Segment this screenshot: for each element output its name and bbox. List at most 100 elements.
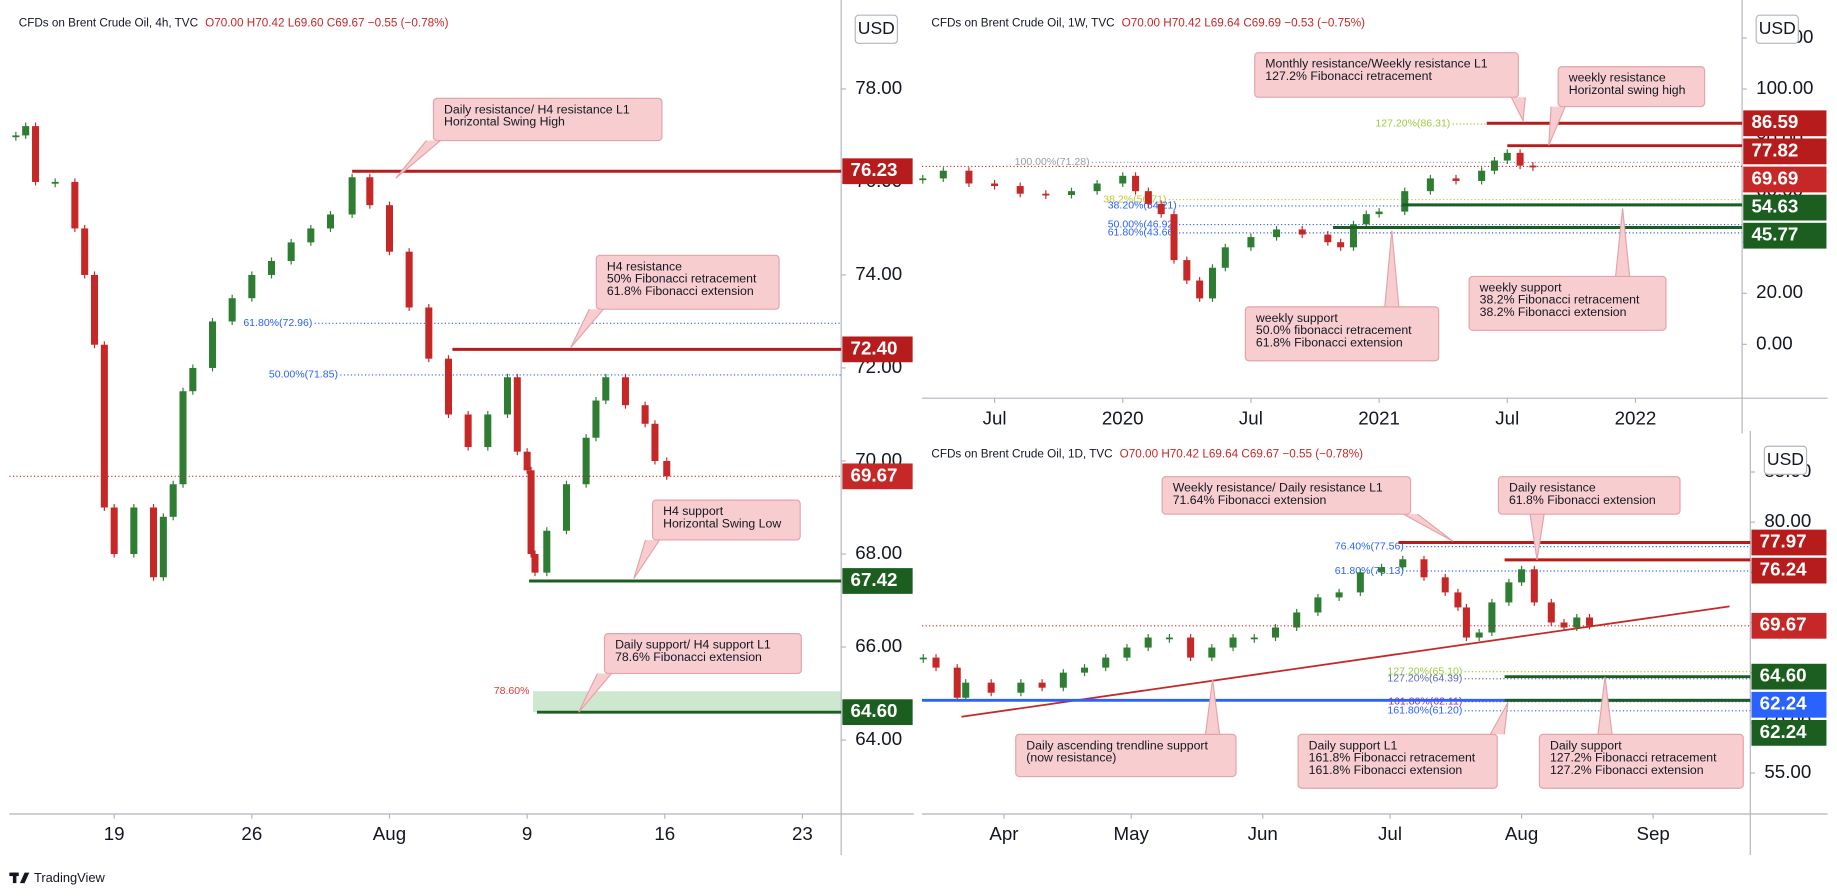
y-tick-label: 64.00 [855, 728, 902, 749]
callout-pointer [1510, 96, 1526, 123]
candle [208, 321, 217, 368]
candle [592, 400, 600, 438]
unit: USD [858, 18, 895, 38]
candle [939, 170, 947, 179]
candle [464, 414, 472, 448]
candle [1503, 152, 1511, 161]
candle [919, 178, 927, 181]
level-tag [1751, 612, 1827, 639]
candle [366, 177, 374, 206]
callout [651, 499, 801, 541]
candle [1399, 559, 1407, 568]
callout-text: 127.2% Fibonacci retracement [1265, 69, 1432, 83]
callout-text: Daily resistance [1509, 481, 1596, 495]
fib-label: 76.40%(77.56) [1335, 540, 1404, 552]
candle [1208, 267, 1216, 299]
candle [503, 377, 511, 415]
callout-text: 50.0% fibonacci retracement [1256, 323, 1412, 337]
callout-pointer [633, 539, 661, 579]
callout-text: 127.2% Fibonacci extension [1550, 763, 1704, 777]
x-tick-label: 2021 [1358, 407, 1400, 428]
candle [228, 298, 236, 322]
candle [582, 437, 590, 485]
candle [1273, 229, 1281, 238]
x-tick-label: 23 [792, 823, 813, 844]
candle [1560, 622, 1568, 628]
unit-box [854, 14, 898, 44]
candle [1441, 577, 1449, 593]
candle [1505, 582, 1513, 603]
candle [348, 177, 356, 215]
candle [51, 181, 59, 184]
unit-box [1755, 14, 1799, 44]
candle [444, 358, 452, 415]
level-tag [842, 699, 913, 726]
candle [1362, 214, 1370, 225]
level-tag [842, 336, 913, 363]
callout-pointer [1204, 679, 1221, 735]
x-tick-label: Jul [983, 407, 1007, 428]
level-label: 86.59 [1751, 111, 1798, 132]
candle [602, 377, 610, 401]
candle [1573, 617, 1581, 628]
callout-text: 71.64% Fibonacci extension [1173, 493, 1327, 507]
candle [1271, 627, 1279, 638]
callout [1497, 476, 1681, 515]
level-label: 62.24 [1760, 721, 1807, 742]
callout-text: (now resistance) [1026, 751, 1116, 765]
candle [1170, 214, 1178, 261]
candle [1478, 170, 1486, 181]
candle [1123, 647, 1131, 658]
y-tick-label: 0.00 [1756, 332, 1792, 353]
ohlc: O70.00 H70.42 L69.64 C69.69 −0.53 (−0.75… [1122, 17, 1365, 30]
level-tag [842, 568, 913, 594]
candle [1221, 247, 1229, 268]
candle [1401, 191, 1409, 212]
level-tag [1743, 110, 1827, 137]
callout-text: 38.2% Fibonacci extension [1480, 305, 1627, 319]
callout-text: weekly support [1479, 280, 1563, 294]
candle [1038, 682, 1046, 688]
callout [603, 633, 802, 675]
level-tag [1751, 719, 1827, 746]
brand: TradingView [34, 870, 106, 885]
candle [307, 228, 315, 243]
callout-text: H4 resistance [607, 259, 682, 273]
fib-label: 161.80%(61.20) [1387, 705, 1462, 717]
candle [130, 507, 138, 555]
callout-text: 61.8% Fibonacci extension [1256, 335, 1403, 349]
candle [1335, 592, 1343, 598]
callout-text: Daily ascending trendline support [1026, 738, 1208, 752]
candle [1530, 569, 1538, 603]
level-label: 67.42 [851, 569, 898, 590]
callout-text: weekly support [1255, 311, 1339, 325]
callout [1015, 733, 1237, 778]
chart-title: CFDs on Brent Crude Oil, 4h, TVC [19, 17, 198, 30]
level-label: 69.67 [1760, 614, 1807, 635]
candle [991, 183, 999, 187]
candle [189, 367, 197, 392]
level-label: 72.40 [851, 337, 898, 358]
callout-text: 38.2% Fibonacci retracement [1480, 293, 1640, 307]
callout-text: Horizontal Swing High [444, 115, 565, 129]
callout-text: weekly resistance [1568, 71, 1666, 85]
ohlc: O70.00 H70.42 L69.64 C69.67 −0.55 (−0.78… [1120, 448, 1363, 461]
candle [100, 344, 108, 508]
ohlc: O70.00 H70.42 L69.60 C69.67 −0.55 (−0.78… [205, 17, 448, 30]
candle [531, 554, 539, 573]
candle [641, 405, 649, 424]
level-tag [842, 158, 913, 185]
callout-pointer [578, 673, 612, 713]
x-tick-label: May [1114, 823, 1150, 844]
candle [159, 516, 167, 578]
chart-title: CFDs on Brent Crude Oil, 1D, TVC [931, 448, 1112, 461]
callout [1538, 733, 1744, 789]
callout [432, 97, 663, 142]
candle [965, 170, 973, 184]
y-tick-label: 66.00 [855, 635, 902, 656]
candle [621, 377, 629, 406]
level-tag [1751, 529, 1827, 556]
x-tick-label: 9 [522, 823, 532, 844]
level-label: 76.23 [851, 159, 898, 180]
